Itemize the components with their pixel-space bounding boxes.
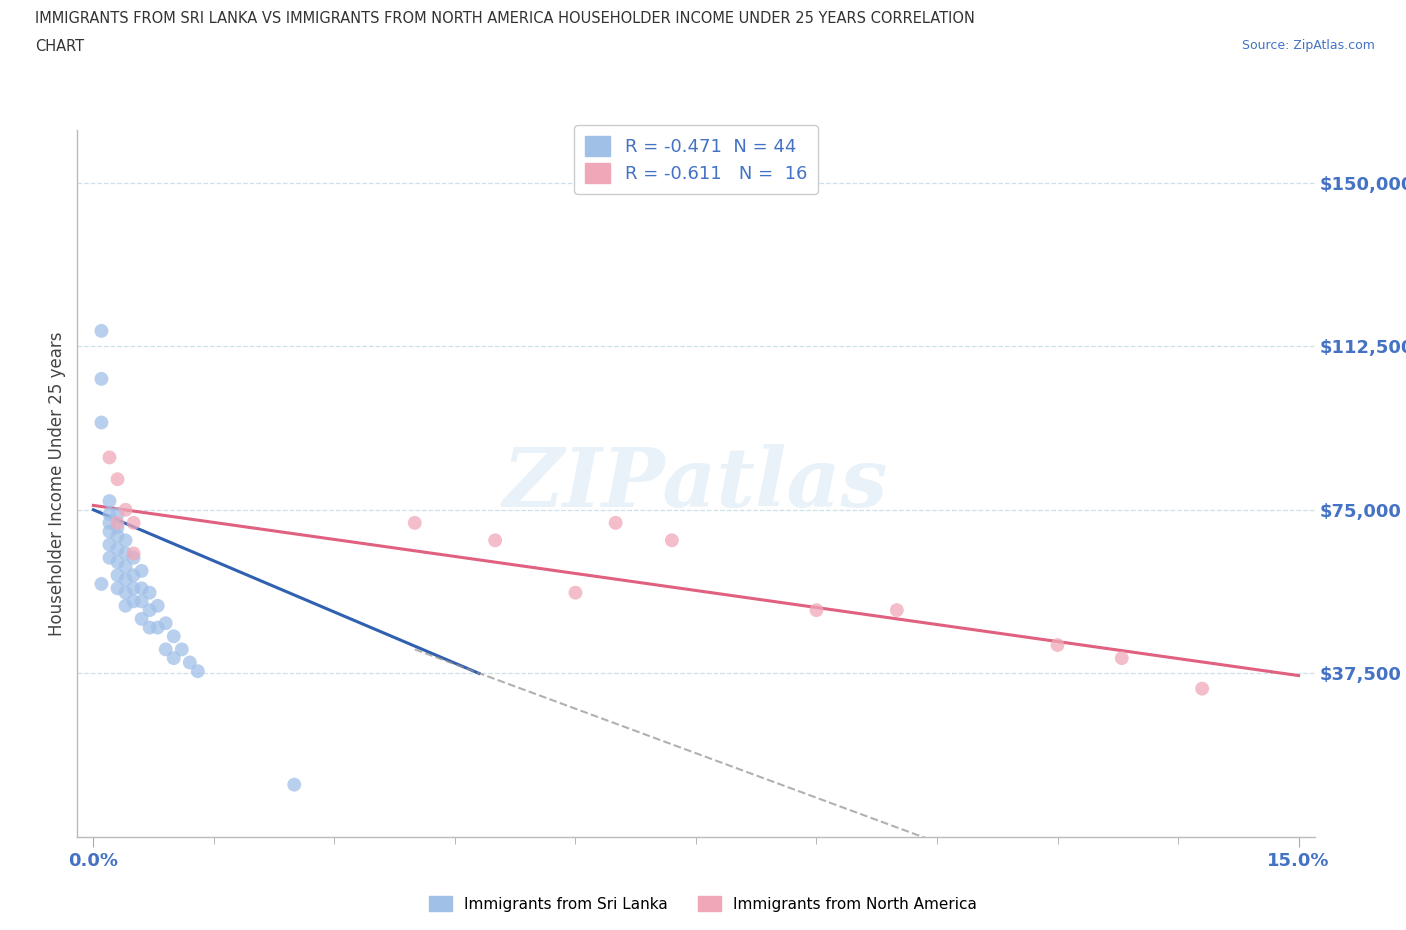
Y-axis label: Householder Income Under 25 years: Householder Income Under 25 years xyxy=(48,331,66,636)
Point xyxy=(114,533,136,548)
Point xyxy=(404,515,426,530)
Point xyxy=(98,538,121,552)
Point xyxy=(122,594,145,609)
Point xyxy=(107,568,129,583)
Legend: R = -0.471  N = 44, R = -0.611   N =  16: R = -0.471 N = 44, R = -0.611 N = 16 xyxy=(574,126,818,193)
Point xyxy=(179,655,201,670)
Point xyxy=(146,620,169,635)
Point xyxy=(661,533,683,548)
Point xyxy=(114,559,136,574)
Text: IMMIGRANTS FROM SRI LANKA VS IMMIGRANTS FROM NORTH AMERICA HOUSEHOLDER INCOME UN: IMMIGRANTS FROM SRI LANKA VS IMMIGRANTS … xyxy=(35,11,974,26)
Point xyxy=(107,520,129,535)
Point xyxy=(131,581,153,596)
Point xyxy=(283,777,305,792)
Point xyxy=(187,664,209,679)
Point xyxy=(107,515,129,530)
Point xyxy=(107,528,129,543)
Point xyxy=(90,324,112,339)
Text: Source: ZipAtlas.com: Source: ZipAtlas.com xyxy=(1241,39,1375,52)
Point xyxy=(170,642,193,657)
Point xyxy=(122,515,145,530)
Point xyxy=(122,551,145,565)
Point xyxy=(98,551,121,565)
Point xyxy=(122,546,145,561)
Point xyxy=(114,572,136,587)
Point xyxy=(138,620,160,635)
Point xyxy=(155,616,177,631)
Point xyxy=(107,581,129,596)
Point xyxy=(90,415,112,430)
Point xyxy=(90,371,112,386)
Point xyxy=(138,585,160,600)
Point xyxy=(131,594,153,609)
Point xyxy=(564,585,586,600)
Point xyxy=(98,450,121,465)
Point xyxy=(90,577,112,591)
Point xyxy=(98,515,121,530)
Point xyxy=(107,554,129,569)
Point xyxy=(131,611,153,626)
Text: ZIPatlas: ZIPatlas xyxy=(503,444,889,524)
Point xyxy=(114,546,136,561)
Point xyxy=(107,507,129,522)
Point xyxy=(114,585,136,600)
Point xyxy=(107,472,129,486)
Point xyxy=(131,564,153,578)
Point xyxy=(1046,638,1069,653)
Point xyxy=(138,603,160,618)
Point xyxy=(114,502,136,517)
Point xyxy=(146,598,169,613)
Point xyxy=(1111,651,1133,666)
Point xyxy=(605,515,627,530)
Point xyxy=(114,598,136,613)
Point xyxy=(107,541,129,556)
Point xyxy=(122,581,145,596)
Point xyxy=(155,642,177,657)
Point xyxy=(886,603,908,618)
Point xyxy=(163,651,186,666)
Point xyxy=(1191,681,1213,696)
Point xyxy=(98,525,121,539)
Point xyxy=(806,603,828,618)
Legend: Immigrants from Sri Lanka, Immigrants from North America: Immigrants from Sri Lanka, Immigrants fr… xyxy=(423,889,983,918)
Point xyxy=(98,507,121,522)
Point xyxy=(484,533,506,548)
Point xyxy=(98,494,121,509)
Text: CHART: CHART xyxy=(35,39,84,54)
Point xyxy=(122,568,145,583)
Point xyxy=(163,629,186,644)
